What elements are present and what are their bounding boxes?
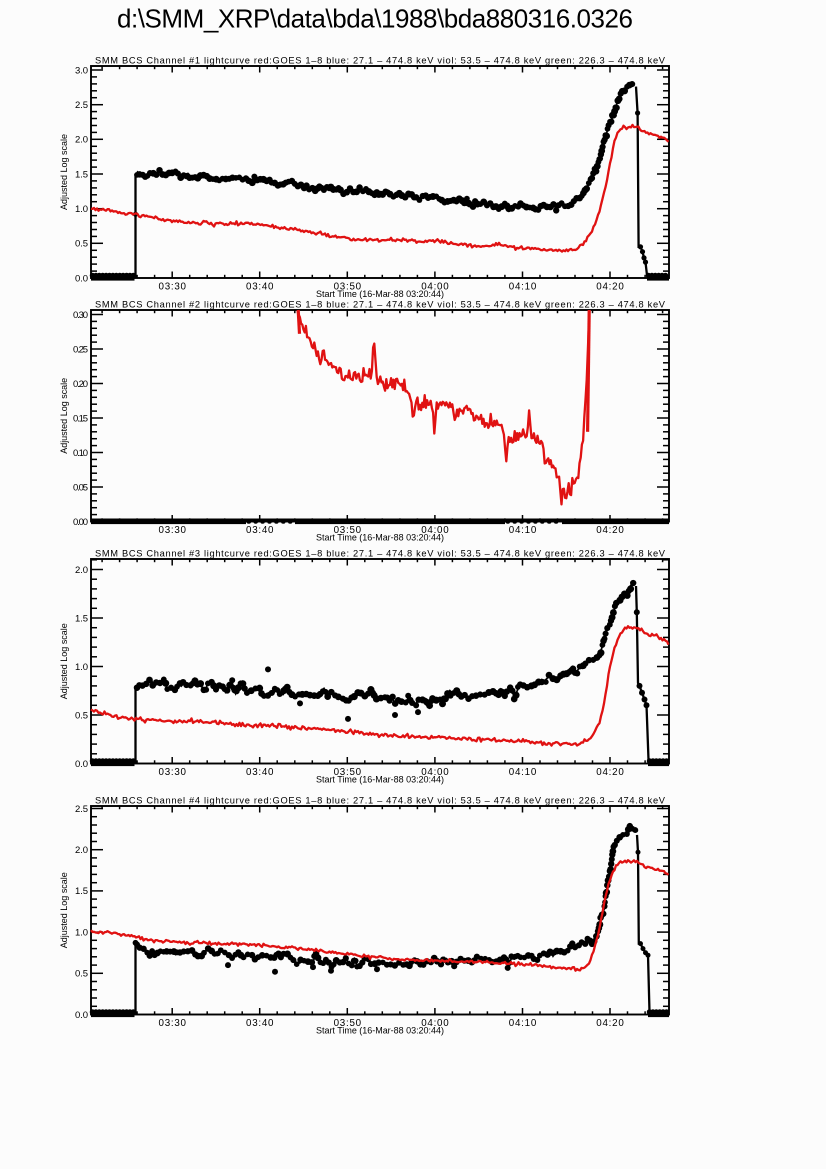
svg-text:1.0: 1.0 bbox=[75, 927, 88, 938]
svg-text:03:40: 03:40 bbox=[246, 1018, 274, 1029]
svg-text:SMM BCS Channel #4 lightcurve: SMM BCS Channel #4 lightcurve red:GOES 1… bbox=[95, 795, 666, 805]
svg-text:2.0: 2.0 bbox=[75, 845, 88, 856]
svg-text:0.10: 0.10 bbox=[73, 448, 88, 459]
svg-text:0.5: 0.5 bbox=[75, 710, 88, 721]
svg-text:0.0: 0.0 bbox=[75, 1010, 88, 1021]
svg-text:1.5: 1.5 bbox=[75, 613, 88, 624]
svg-text:1.5: 1.5 bbox=[75, 886, 88, 897]
svg-text:04:20: 04:20 bbox=[596, 767, 624, 778]
svg-text:d:\SMM_XRP\data\bda\1988\bda88: d:\SMM_XRP\data\bda\1988\bda880316.0326 bbox=[117, 4, 633, 34]
svg-text:0.5: 0.5 bbox=[75, 239, 88, 250]
svg-text:2.5: 2.5 bbox=[75, 100, 88, 111]
svg-text:04:20: 04:20 bbox=[596, 282, 624, 293]
svg-text:04:10: 04:10 bbox=[509, 1018, 537, 1029]
svg-text:1.0: 1.0 bbox=[75, 662, 88, 673]
svg-text:03:50: 03:50 bbox=[334, 767, 362, 778]
svg-text:Adjusted Log scale: Adjusted Log scale bbox=[59, 134, 69, 210]
svg-text:2.0: 2.0 bbox=[75, 135, 88, 146]
svg-text:03:50: 03:50 bbox=[334, 1018, 362, 1029]
svg-text:1.5: 1.5 bbox=[75, 169, 88, 180]
svg-text:Start Time (16-Mar-88 03:20:44: Start Time (16-Mar-88 03:20:44) bbox=[316, 775, 444, 785]
svg-text:2.5: 2.5 bbox=[75, 804, 88, 815]
svg-text:03:40: 03:40 bbox=[246, 767, 274, 778]
svg-text:04:10: 04:10 bbox=[509, 767, 537, 778]
svg-text:04:20: 04:20 bbox=[596, 1018, 624, 1029]
svg-text:0.05: 0.05 bbox=[73, 482, 88, 493]
svg-text:04:00: 04:00 bbox=[421, 525, 449, 536]
svg-text:Start Time (16-Mar-88 03:20:44: Start Time (16-Mar-88 03:20:44) bbox=[316, 1026, 444, 1036]
svg-text:03:40: 03:40 bbox=[246, 282, 274, 293]
svg-text:3.0: 3.0 bbox=[75, 65, 88, 76]
svg-text:Adjusted Log scale: Adjusted Log scale bbox=[59, 378, 69, 454]
svg-text:Adjusted Log scale: Adjusted Log scale bbox=[59, 872, 69, 948]
svg-text:04:00: 04:00 bbox=[421, 767, 449, 778]
svg-text:SMM BCS Channel #1 lightcurve: SMM BCS Channel #1 lightcurve red:GOES 1… bbox=[95, 55, 666, 65]
svg-text:03:30: 03:30 bbox=[159, 767, 187, 778]
svg-text:0.20: 0.20 bbox=[73, 379, 88, 390]
svg-text:04:00: 04:00 bbox=[421, 282, 449, 293]
svg-text:SMM BCS Channel #2 lightcurve: SMM BCS Channel #2 lightcurve red:GOES 1… bbox=[95, 299, 666, 309]
svg-text:03:40: 03:40 bbox=[246, 525, 274, 536]
svg-text:03:30: 03:30 bbox=[159, 525, 187, 536]
svg-text:0.25: 0.25 bbox=[73, 344, 88, 355]
svg-text:0.00: 0.00 bbox=[73, 517, 88, 528]
svg-text:Start Time (16-Mar-88 03:20:44: Start Time (16-Mar-88 03:20:44) bbox=[316, 533, 444, 543]
svg-text:04:00: 04:00 bbox=[421, 1018, 449, 1029]
svg-text:03:50: 03:50 bbox=[334, 282, 362, 293]
svg-text:0.5: 0.5 bbox=[75, 969, 88, 980]
svg-text:0.30: 0.30 bbox=[73, 310, 88, 321]
svg-text:1.0: 1.0 bbox=[75, 204, 88, 215]
svg-text:04:10: 04:10 bbox=[509, 525, 537, 536]
svg-text:03:30: 03:30 bbox=[159, 282, 187, 293]
svg-text:0.15: 0.15 bbox=[73, 413, 88, 424]
svg-text:2.0: 2.0 bbox=[75, 565, 88, 576]
svg-text:03:50: 03:50 bbox=[334, 525, 362, 536]
svg-text:0.0: 0.0 bbox=[75, 759, 88, 770]
svg-text:SMM BCS Channel #3 lightcurve: SMM BCS Channel #3 lightcurve red:GOES 1… bbox=[95, 548, 666, 558]
svg-text:03:30: 03:30 bbox=[159, 1018, 187, 1029]
svg-text:Adjusted Log scale: Adjusted Log scale bbox=[59, 623, 69, 699]
svg-text:Start Time (16-Mar-88 03:20:44: Start Time (16-Mar-88 03:20:44) bbox=[316, 289, 444, 299]
svg-text:04:10: 04:10 bbox=[509, 282, 537, 293]
svg-text:04:20: 04:20 bbox=[596, 525, 624, 536]
svg-text:0.0: 0.0 bbox=[75, 273, 88, 284]
